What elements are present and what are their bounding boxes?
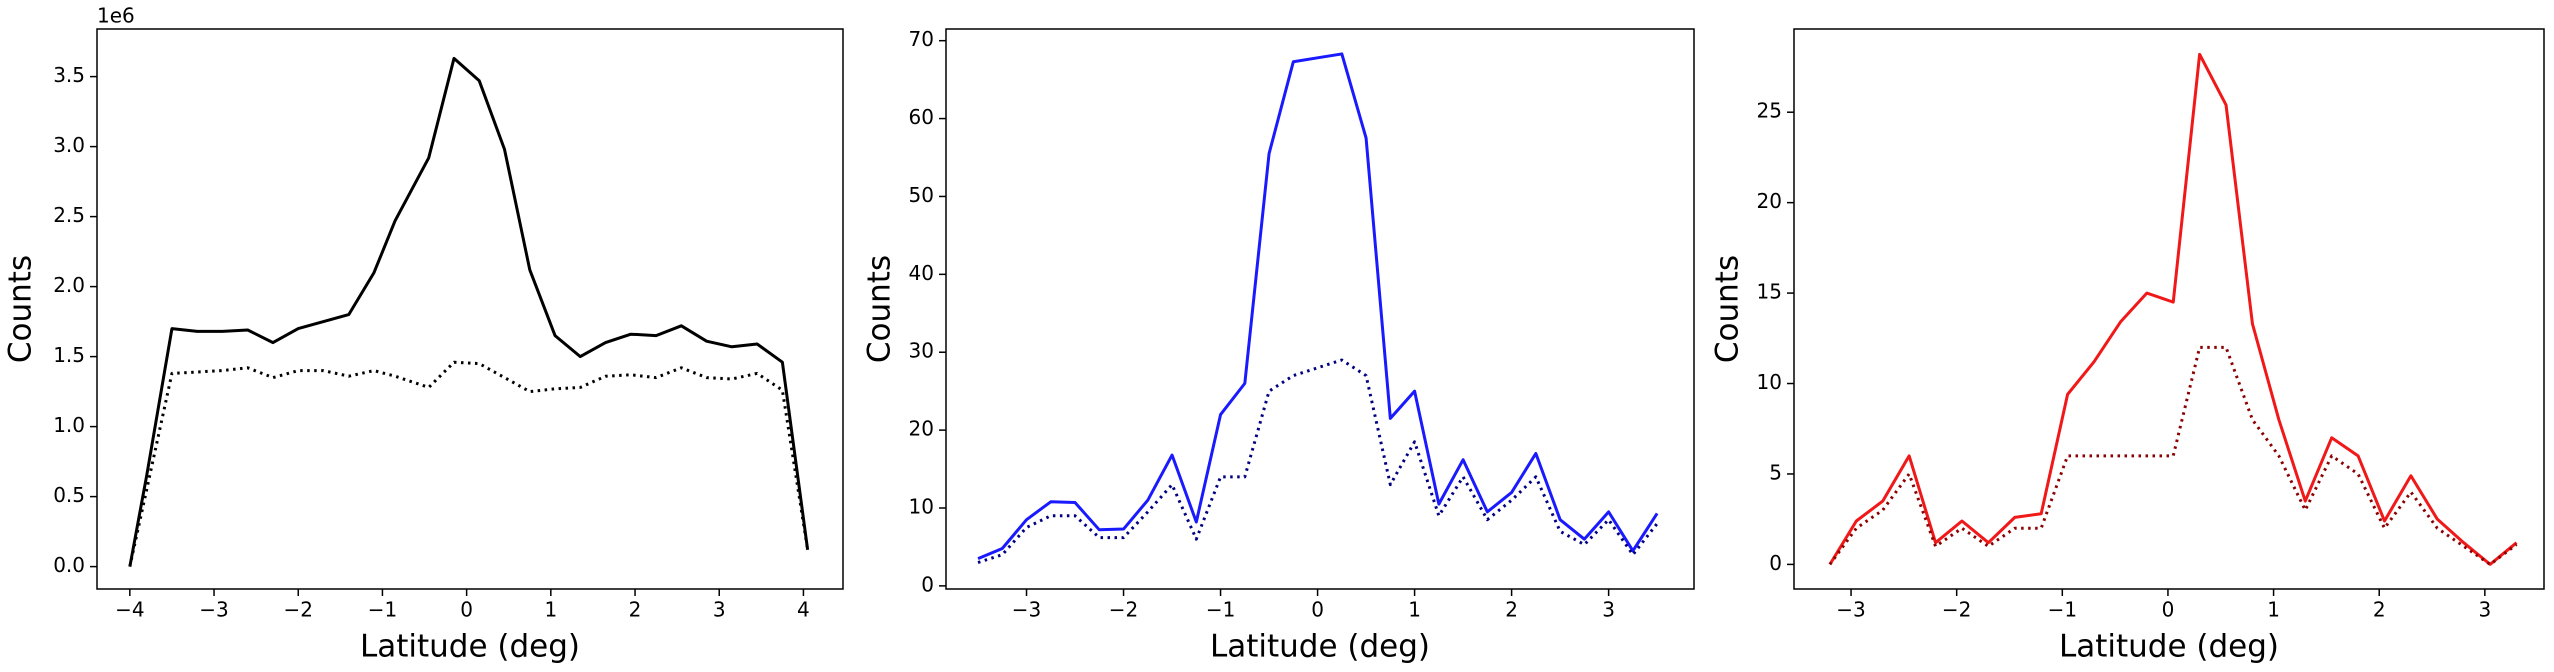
y-tick-label: 0 [1769,551,1782,575]
y-tick-label: 50 [909,183,934,207]
x-tick-label: 1 [1408,598,1421,622]
x-tick-label: 0 [1311,598,1324,622]
y-tick-label: 25 [1757,99,1782,123]
axes-frame [945,28,1695,590]
y-tick-label: 2.0 [53,273,85,297]
x-tick-label: −2 [283,598,312,622]
x-tick-label: 0 [2162,598,2175,622]
data-line [977,358,1659,564]
y-tick-label: 5 [1769,460,1782,484]
x-axis-label: Latitude (deg) [360,629,580,665]
x-tick-label: 2 [1505,598,1518,622]
x-tick-label: 0 [460,598,473,622]
y-tick-label: 3.0 [53,133,85,157]
x-tick-label: 3 [1602,598,1615,622]
x-tick-label: −1 [368,598,397,622]
y-tick-label: 0.5 [53,483,85,507]
x-tick-label: 2 [629,598,642,622]
x-tick-label: −1 [2048,598,2077,622]
y-tick-label: 20 [909,417,934,441]
x-tick-label: 2 [2373,598,2386,622]
data-line [977,52,1659,561]
y-tick-label: 3.5 [53,63,85,87]
x-tick-label: −1 [1206,598,1235,622]
x-tick-label: 3 [2478,598,2491,622]
y-axis-label: Counts [3,255,39,363]
data-line [128,360,810,567]
y-tick-label: 10 [909,494,934,518]
x-tick-label: 1 [2267,598,2280,622]
y-tick-label: 40 [909,261,934,285]
axes-frame [1793,28,2545,590]
x-tick-label: 4 [797,598,810,622]
data-line [1828,52,2518,566]
y-tick-label: 10 [1757,370,1782,394]
y-tick-label: 70 [909,27,934,51]
y-tick-label: 15 [1757,280,1782,304]
x-tick-label: 3 [713,598,726,622]
y-axis-label: Counts [1710,255,1746,363]
y-tick-label: 0.0 [53,553,85,577]
y-axis-label: Counts [862,255,898,363]
x-tick-label: −2 [1109,598,1138,622]
y-tick-label: 20 [1757,189,1782,213]
x-axis-label: Latitude (deg) [1210,629,1430,665]
y-tick-label: 0 [921,572,934,596]
x-tick-label: −3 [199,598,228,622]
offset-text: 1e6 [97,4,135,28]
data-line [128,56,810,567]
x-tick-label: 1 [544,598,557,622]
x-tick-label: −4 [115,598,144,622]
x-tick-label: −3 [1836,598,1865,622]
x-axis-label: Latitude (deg) [2059,629,2279,665]
y-tick-label: 30 [909,339,934,363]
y-tick-label: 2.5 [53,203,85,227]
x-tick-label: −3 [1012,598,1041,622]
axes-frame [96,28,844,590]
x-tick-label: −2 [1942,598,1971,622]
y-tick-label: 1.0 [53,413,85,437]
y-tick-label: 60 [909,105,934,129]
y-tick-label: 1.5 [53,343,85,367]
